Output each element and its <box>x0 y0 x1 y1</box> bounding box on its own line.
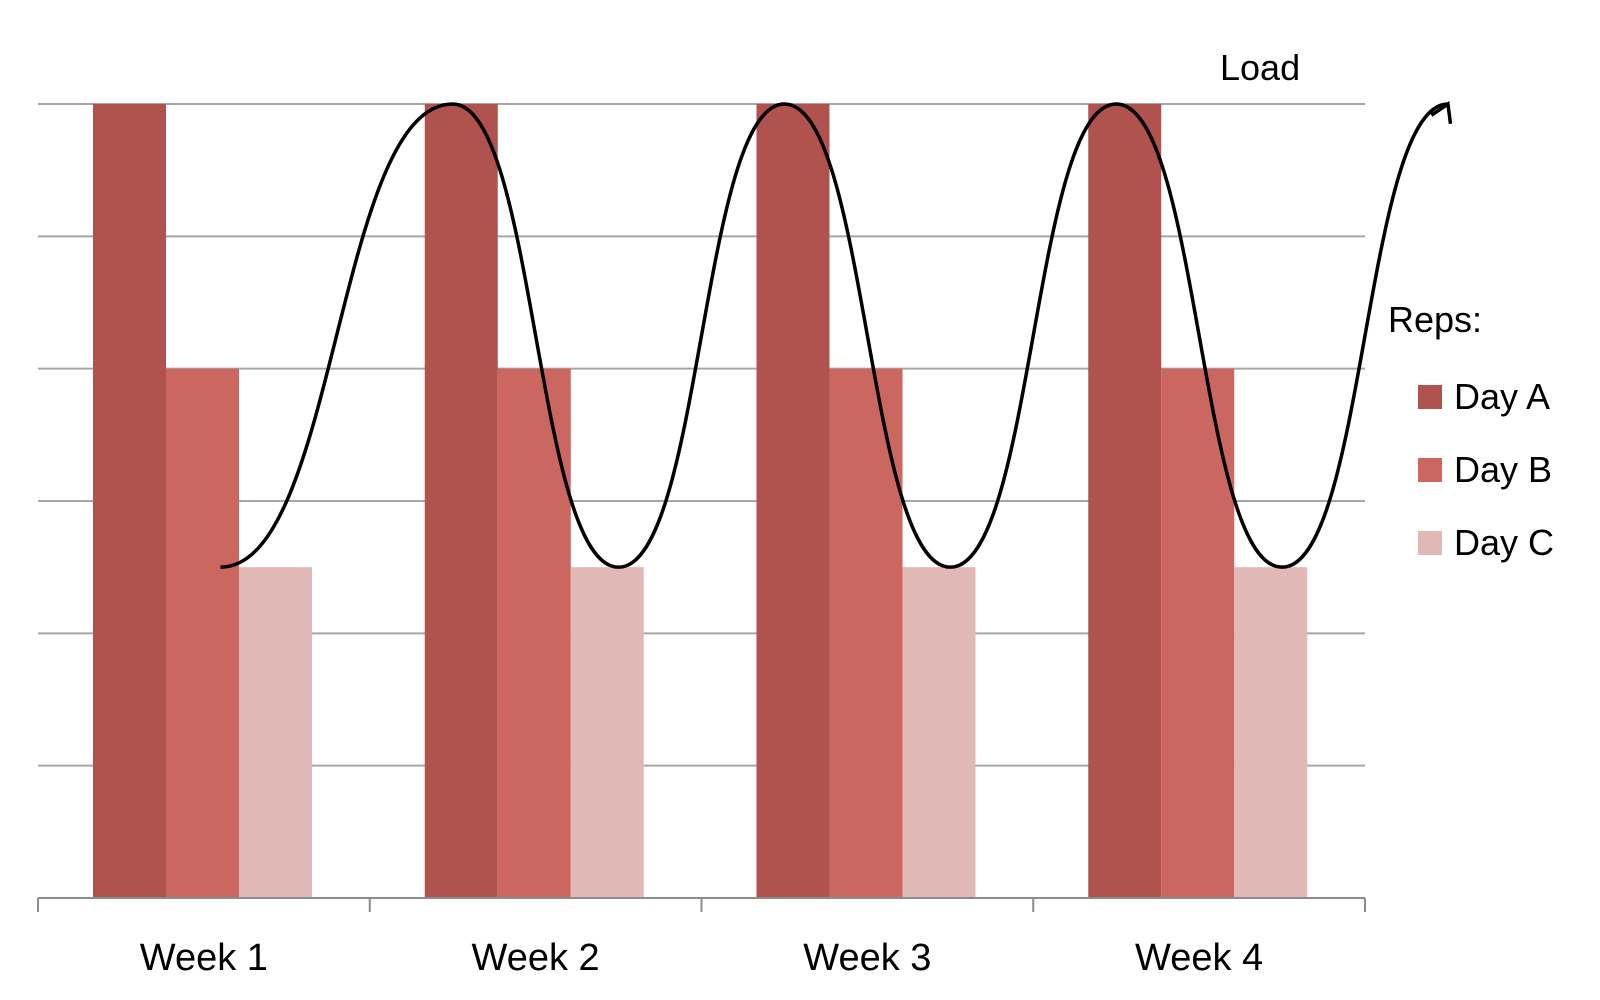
load-label: Load <box>1220 47 1300 88</box>
bar-day-b <box>497 368 571 899</box>
bar-day-a <box>1088 104 1162 898</box>
bar-day-a <box>756 104 830 898</box>
legend-swatch <box>1418 531 1442 555</box>
legend-title: Reps: <box>1388 299 1482 340</box>
bar-day-b <box>829 368 903 899</box>
legend-label: Day B <box>1454 449 1552 490</box>
bar-day-c <box>570 567 644 898</box>
bars <box>93 104 1308 899</box>
bar-day-b <box>1161 368 1235 899</box>
bar-day-a <box>93 104 166 898</box>
legend-label: Day C <box>1454 522 1554 563</box>
legend-swatch <box>1418 385 1442 409</box>
legend-items: Day A Day B Day C <box>1418 376 1554 563</box>
bar-day-c <box>902 567 976 898</box>
x-axis <box>37 897 1366 912</box>
legend: Reps: Day A Day B Day C <box>1388 299 1554 563</box>
bar-day-c <box>239 567 312 898</box>
x-tick-labels: Week 1 Week 2 Week 3 Week 4 <box>140 937 1263 979</box>
x-tick-label: Week 3 <box>803 937 931 979</box>
legend-swatch <box>1418 458 1442 482</box>
load-arrowhead <box>1430 100 1453 125</box>
bar-day-c <box>1234 567 1308 898</box>
load-curve <box>220 102 1449 569</box>
legend-label: Day A <box>1454 376 1550 417</box>
load-curve-group: Load <box>220 47 1453 569</box>
bar-day-a <box>424 104 498 898</box>
x-tick-label: Week 1 <box>140 937 268 979</box>
x-tick-label: Week 4 <box>1135 937 1263 979</box>
bar-day-b <box>166 368 239 899</box>
x-tick-label: Week 2 <box>472 937 600 979</box>
